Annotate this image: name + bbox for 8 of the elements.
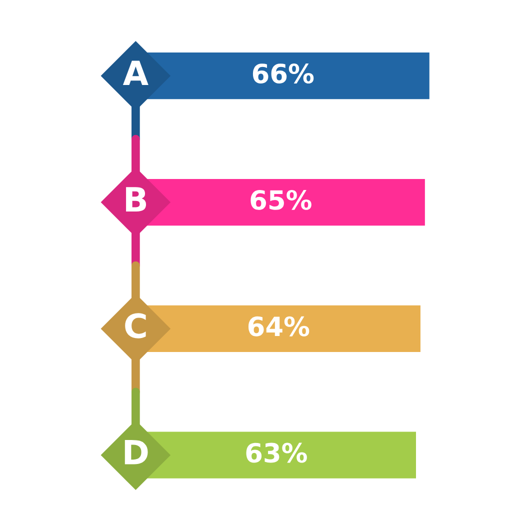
data-label: 66% [252,64,314,84]
y-tick-label: D [124,440,148,464]
y-tick-label: C [125,313,146,338]
y-tick-label: B [126,187,146,212]
y-tick-label: A [122,60,148,86]
data-label: 65% [250,190,312,210]
data-label: 63% [246,442,307,463]
data-label: 64% [248,316,310,336]
